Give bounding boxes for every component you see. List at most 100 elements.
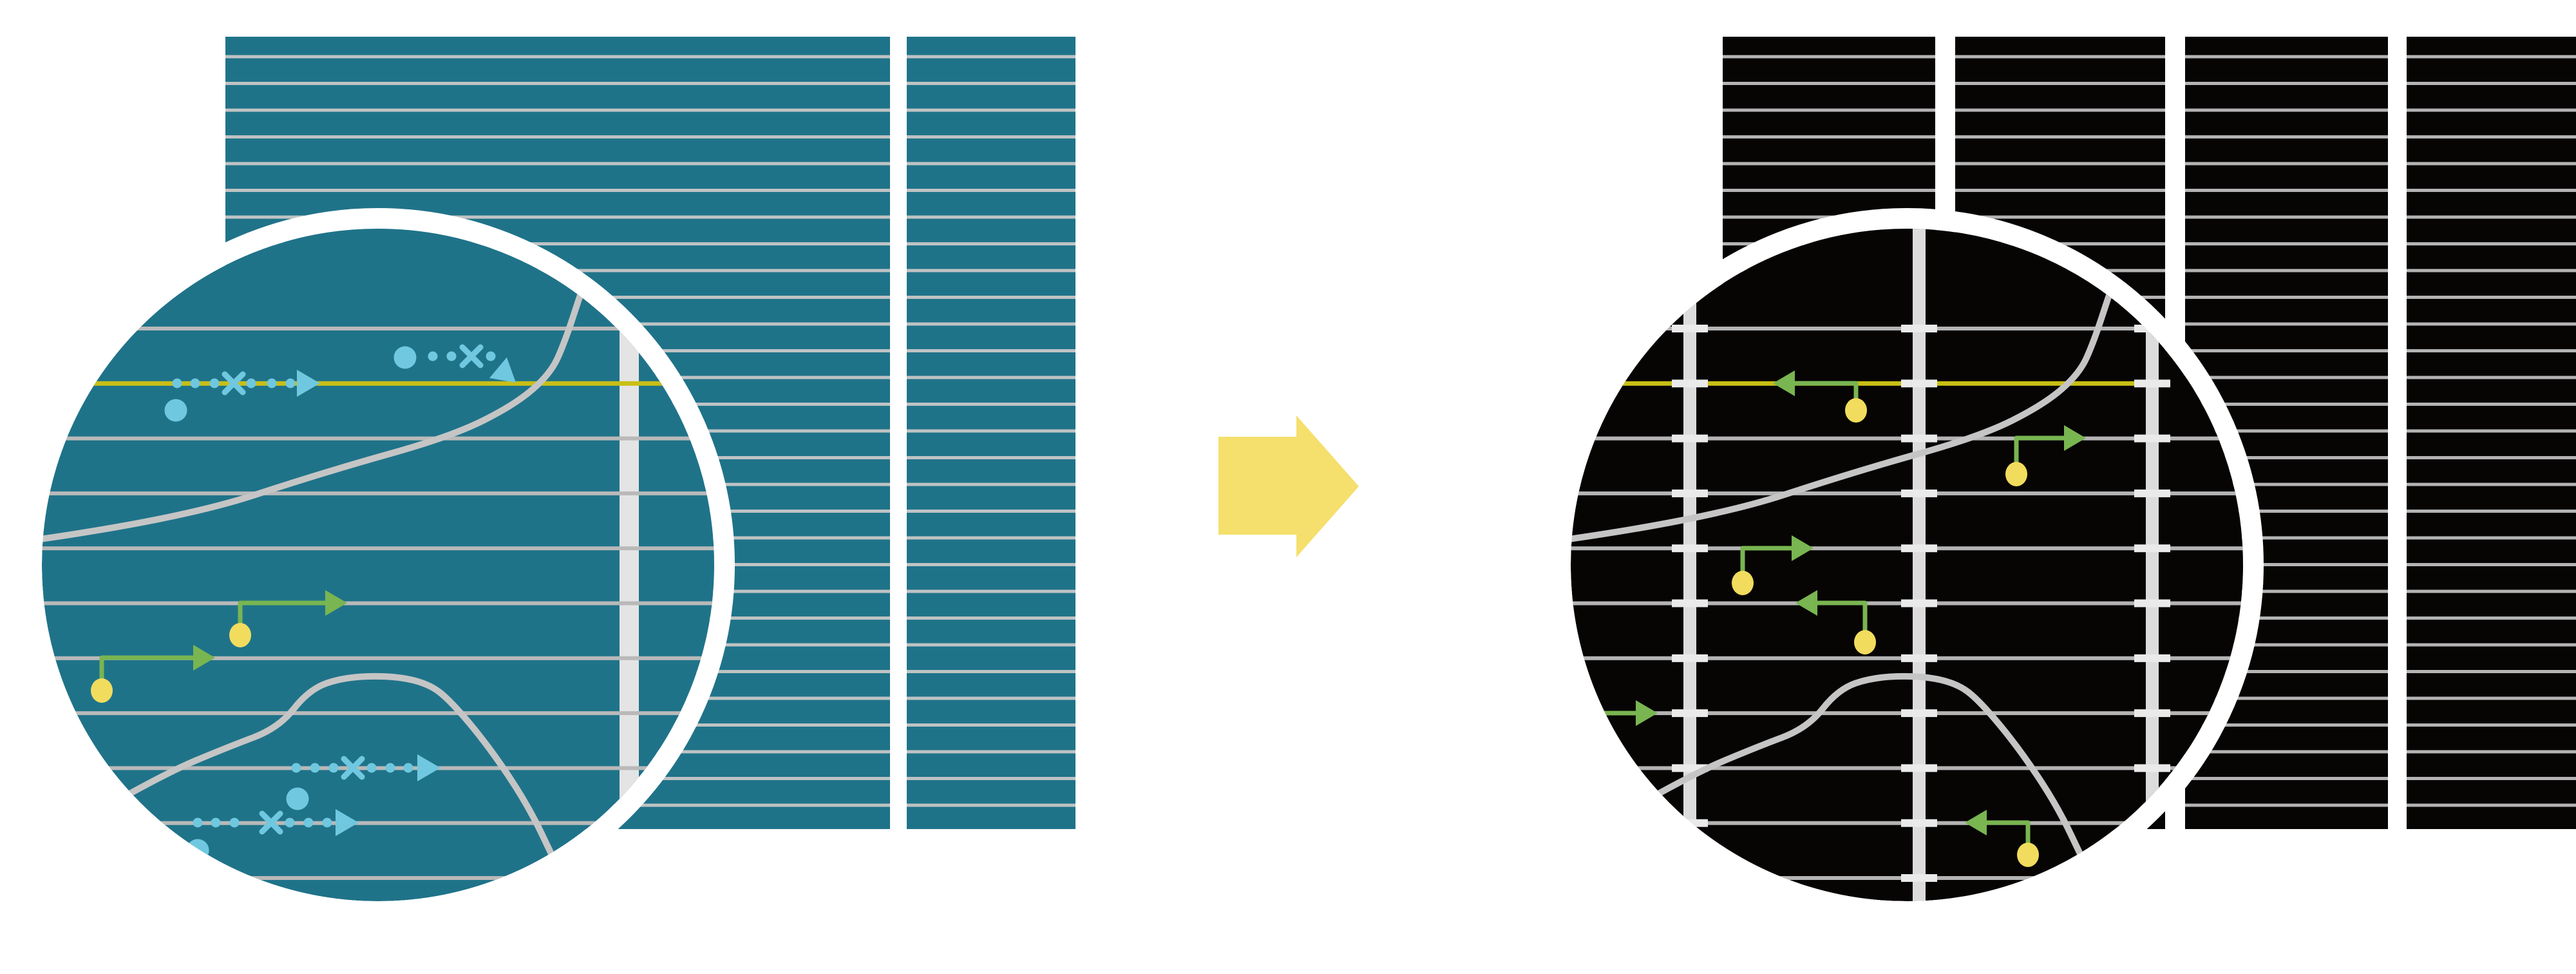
path-dot <box>209 378 220 388</box>
solder-pad <box>1672 434 1708 443</box>
finger-line <box>2185 82 2388 85</box>
finger-line <box>2185 189 2388 192</box>
busbar <box>1913 229 1926 901</box>
finger-line <box>1723 135 1935 138</box>
finger-line <box>907 322 1075 326</box>
solder-pad <box>1672 599 1708 607</box>
finger-line <box>907 349 1075 352</box>
solder-pad <box>2134 489 2170 497</box>
electron-dot <box>286 787 309 810</box>
finger-line <box>2407 803 2576 807</box>
lost-electron-path <box>164 370 320 422</box>
busbar <box>2146 229 2159 901</box>
highlighted-finger <box>42 381 714 386</box>
path-dot <box>211 817 221 828</box>
finger-line <box>907 269 1075 272</box>
magnifier-ring <box>21 208 735 922</box>
finger-line <box>907 108 1075 112</box>
magnified-cell-surface <box>1571 229 2243 901</box>
solder-pad <box>1672 709 1708 718</box>
microcrack-line <box>1621 673 2087 865</box>
finger-line <box>2185 696 2388 700</box>
finger-line <box>2185 723 2388 727</box>
finger-line <box>2407 269 2576 272</box>
path-dot <box>190 378 200 388</box>
finger-line <box>2185 135 2388 138</box>
finger-line <box>907 162 1075 166</box>
finger-line <box>907 135 1075 138</box>
finger-line <box>907 456 1075 459</box>
arrowhead-icon <box>489 357 516 383</box>
magnifier-ring <box>1550 208 2264 922</box>
collection-line <box>1817 600 1868 642</box>
arrowhead-icon <box>193 645 215 671</box>
finger-line <box>907 777 1075 780</box>
arrowhead-icon <box>1636 700 1658 726</box>
finger-line <box>2185 376 2388 379</box>
finger-line <box>2407 536 2576 540</box>
finger-line <box>2185 322 2388 326</box>
path-dot <box>285 378 296 388</box>
finger-line <box>907 482 1075 486</box>
finger-line <box>2407 750 2576 754</box>
finger-line <box>907 563 1075 566</box>
finger-line <box>225 82 890 85</box>
finger-line <box>2407 482 2576 486</box>
highlighted-finger <box>1610 381 2159 386</box>
electron-dot <box>393 346 417 369</box>
arrowhead-icon <box>325 590 347 616</box>
path-dot <box>403 763 413 773</box>
finger-line <box>42 601 714 606</box>
finger-line <box>2185 162 2388 166</box>
finger-line <box>2185 296 2388 299</box>
solder-pad <box>1901 709 1937 718</box>
cell-column <box>907 37 1075 829</box>
electron-dot <box>1854 630 1876 654</box>
arrowhead-icon <box>2064 425 2086 451</box>
finger-line <box>907 429 1075 433</box>
finger-line <box>1723 108 1935 112</box>
path-dot <box>385 763 395 773</box>
path-dot <box>285 817 295 828</box>
finger-line <box>2185 589 2388 593</box>
finger-line <box>42 491 714 495</box>
right-magnifier <box>1550 208 2264 922</box>
recombination-x-icon <box>259 810 283 835</box>
finger-line <box>1723 55 1935 59</box>
finger-line <box>2407 189 2576 192</box>
arrowhead-icon <box>1792 535 1814 561</box>
finger-line <box>907 616 1075 620</box>
collected-electron-path <box>229 590 347 647</box>
finger-line <box>225 135 890 138</box>
finger-line <box>907 670 1075 673</box>
finger-line <box>2407 242 2576 245</box>
electron-dot <box>1845 398 1867 423</box>
finger-line <box>2407 135 2576 138</box>
finger-line <box>225 108 890 112</box>
finger-line <box>225 55 890 59</box>
path-dot <box>193 817 203 828</box>
finger-line <box>2407 108 2576 112</box>
electron-dot <box>91 678 113 703</box>
solder-pad <box>1901 489 1937 497</box>
finger-line <box>1723 162 1935 166</box>
path-dot <box>303 817 314 828</box>
finger-line <box>2407 510 2576 513</box>
path-dot <box>328 763 339 773</box>
finger-line <box>2185 429 2388 433</box>
finger-line <box>907 82 1075 85</box>
finger-line <box>42 711 714 716</box>
arrowhead-icon <box>1965 810 1987 836</box>
microcrack-line <box>1571 290 2113 543</box>
finger-line <box>907 750 1075 754</box>
solder-pad <box>2134 544 2170 553</box>
finger-line <box>907 510 1075 513</box>
finger-line <box>2185 643 2388 647</box>
electron-dot <box>164 399 187 422</box>
finger-line <box>2407 563 2576 566</box>
finger-line <box>42 821 714 825</box>
finger-line <box>1955 135 2165 138</box>
solder-pad <box>1672 544 1708 553</box>
finger-line <box>2185 563 2388 566</box>
electron-dot <box>1732 571 1754 595</box>
